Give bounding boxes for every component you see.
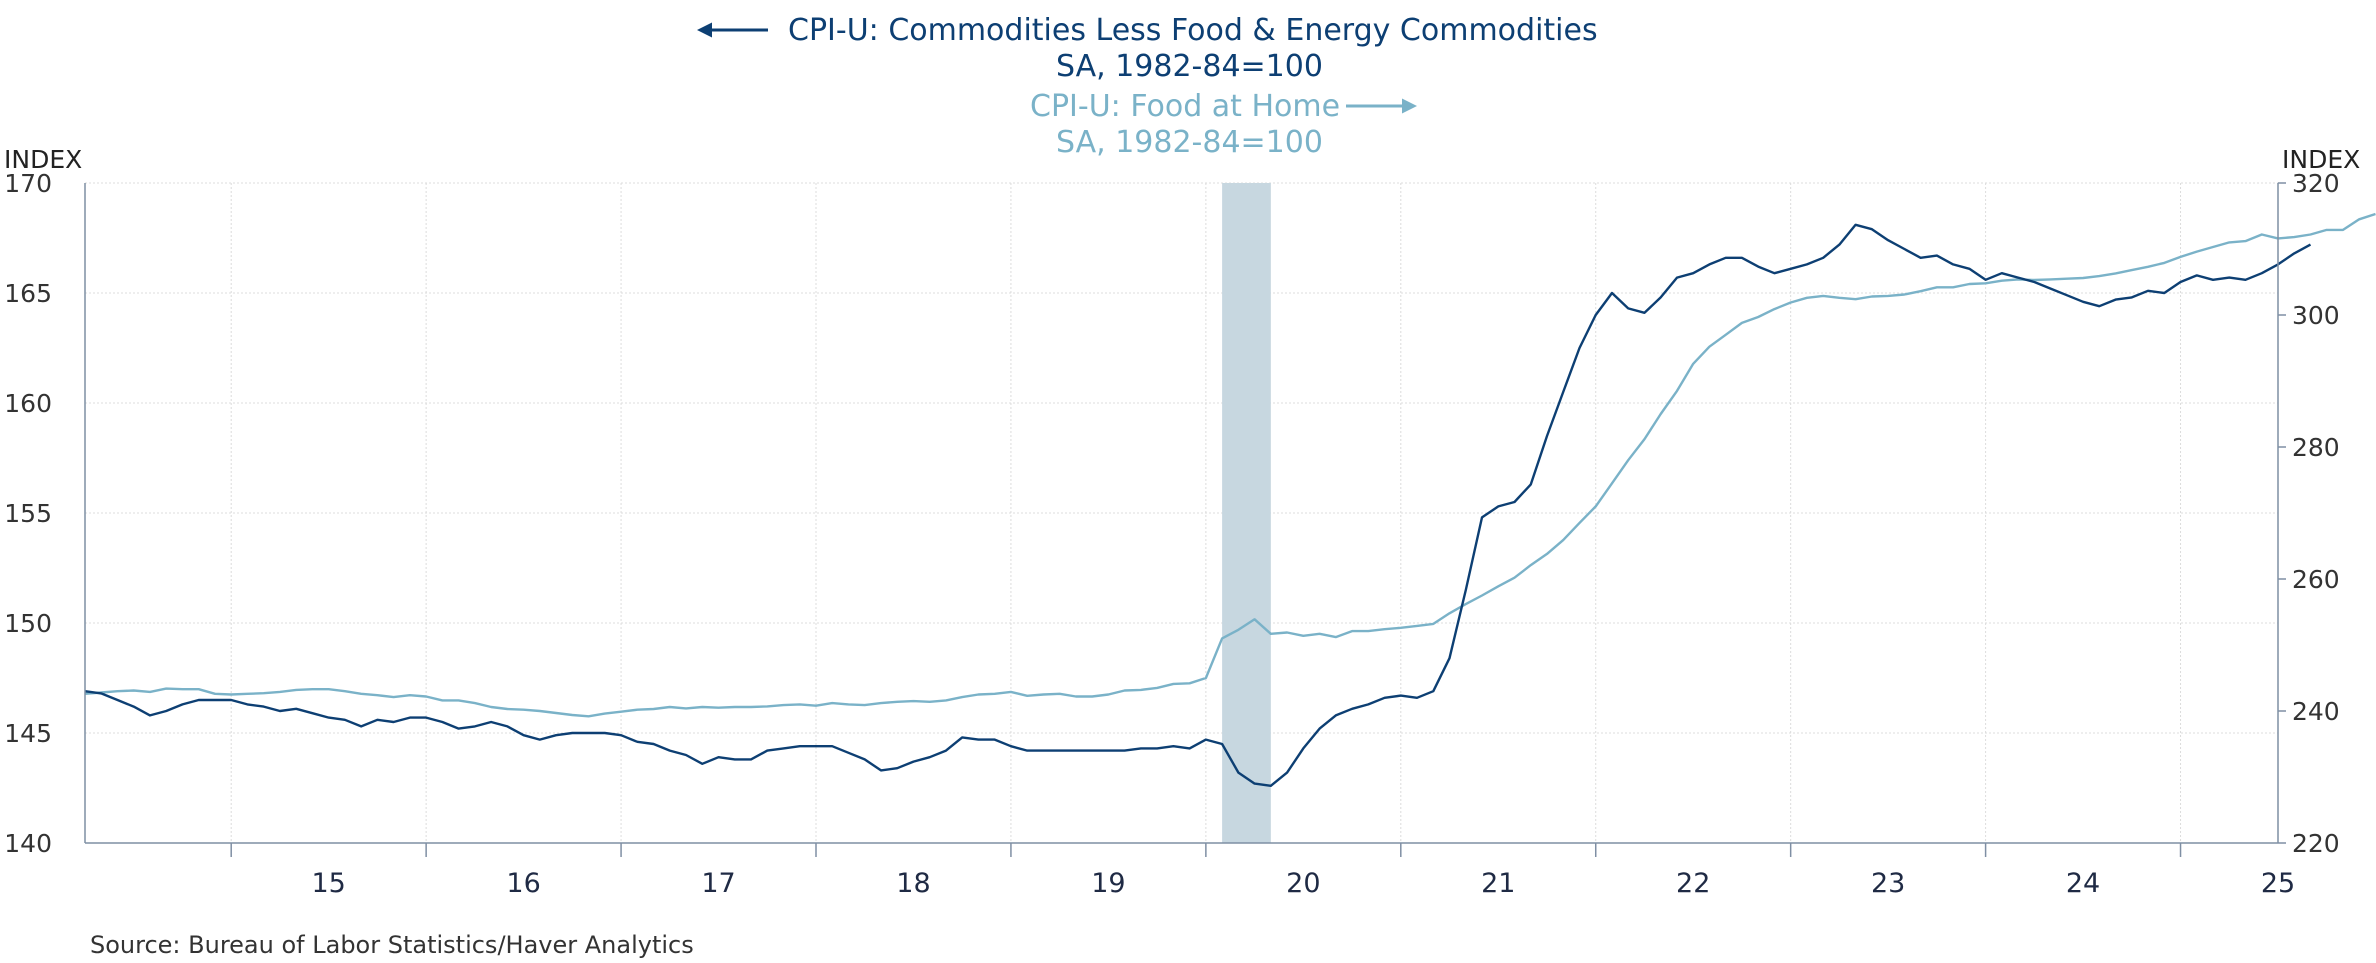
x-tick-label: 15	[311, 868, 345, 899]
right-tick-label: 260	[2292, 565, 2340, 594]
x-tick-label: 23	[1871, 868, 1905, 899]
recession-band	[1222, 183, 1271, 843]
right-tick-label: 220	[2292, 829, 2340, 858]
left-axis-label: INDEX	[4, 145, 82, 174]
legend: CPI-U: Commodities Less Food & Energy Co…	[697, 13, 1598, 160]
left-tick-label: 160	[4, 389, 52, 418]
recession-shading	[1222, 183, 1271, 843]
tick-labels: 140 145 150 155 160 165 170 220 240 260 280 300 320 1…	[4, 169, 2339, 899]
x-tick-label: 25	[2261, 868, 2295, 899]
left-tick-label: 165	[4, 279, 52, 308]
legend-series-1-subtitle: SA, 1982-84=100	[1056, 49, 1323, 84]
left-tick-label: 155	[4, 499, 52, 528]
legend-series-2-name: CPI-U: Food at Home	[1030, 89, 1340, 124]
x-tick-label: 20	[1286, 868, 1320, 899]
left-tick-label: 140	[4, 829, 52, 858]
source-note: Source: Bureau of Labor Statistics/Haver…	[90, 931, 694, 959]
right-axis-label: INDEX	[2282, 145, 2360, 174]
x-tick-label: 18	[896, 868, 930, 899]
left-tick-label: 150	[4, 609, 52, 638]
left-tick-label: 145	[4, 719, 52, 748]
legend-series-2-subtitle: SA, 1982-84=100	[1056, 125, 1323, 160]
legend-series-1-name: CPI-U: Commodities Less Food & Energy Co…	[788, 13, 1598, 48]
gridlines	[85, 182, 2278, 843]
left-tick-label: 170	[4, 169, 52, 198]
right-tick-label: 280	[2292, 433, 2340, 462]
x-tick-label: 19	[1091, 868, 1125, 899]
x-tick-label: 22	[1676, 868, 1710, 899]
x-tick-label: 17	[701, 868, 735, 899]
series-line-core-commodities	[84, 223, 2312, 787]
axes	[84, 182, 2286, 857]
x-tick-label: 24	[2066, 868, 2100, 899]
x-tick-label: 16	[506, 868, 540, 899]
series-lines	[84, 212, 2376, 787]
right-tick-label: 240	[2292, 697, 2340, 726]
x-tick-label: 21	[1481, 868, 1515, 899]
right-tick-label: 300	[2292, 301, 2340, 330]
right-tick-label: 320	[2292, 169, 2340, 198]
series-line-food-at-home	[84, 212, 2376, 718]
